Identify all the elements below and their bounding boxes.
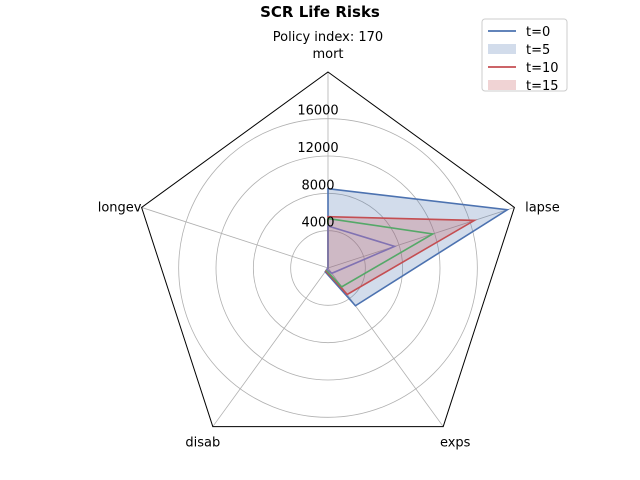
chart-subtitle: Policy index: 170 [273, 30, 383, 45]
axis-spoke [327, 207, 515, 269]
radar-labels: 4000 8000 12000 16000 mort lapse exps disab long… [98, 47, 560, 451]
axis-spoke [141, 207, 329, 269]
axis-label-lapse: lapse [525, 200, 560, 215]
legend-label: t=15 [526, 79, 559, 94]
axis-label-exps: exps [440, 436, 471, 451]
chart-title: SCR Life Risks [260, 3, 380, 21]
legend-label: t=5 [526, 43, 550, 58]
radial-tick-label: 16000 [297, 104, 338, 119]
radial-tick-label: 8000 [301, 178, 334, 193]
axis-label-longev: longev [98, 200, 142, 215]
radar-frame [141, 71, 515, 428]
radial-tick-label: 12000 [297, 141, 338, 156]
legend-box [481, 18, 568, 92]
radial-tick-label: 4000 [301, 216, 334, 231]
legend-label: t=0 [526, 25, 550, 40]
axis-spoke [212, 267, 329, 427]
axis-label-disab: disab [185, 436, 220, 451]
legend-patch-swatch [488, 80, 516, 90]
legend-label: t=10 [526, 61, 559, 76]
axis-label-mort: mort [312, 47, 343, 62]
radar-series [324, 187, 510, 307]
legend: t=0 t=5 t=10 t=15 [481, 18, 568, 94]
legend-patch-swatch [488, 44, 516, 54]
series-line-4 [325, 224, 397, 275]
